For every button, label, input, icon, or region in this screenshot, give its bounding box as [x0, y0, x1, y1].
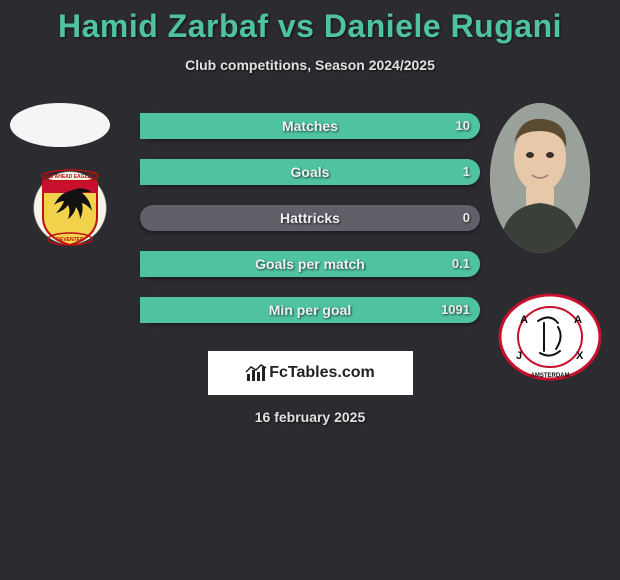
player2-club-crest: A A J X AMSTERDAM — [498, 293, 602, 381]
player1-photo-placeholder — [10, 103, 110, 147]
svg-text:J: J — [516, 350, 522, 362]
stat-right-value: 0.1 — [452, 251, 470, 277]
stat-right-value: 1091 — [441, 297, 470, 323]
brand-logo[interactable]: FcTables.com — [208, 351, 413, 395]
fctables-chart-icon — [245, 363, 267, 383]
stat-label: Goals per match — [140, 251, 480, 277]
player1-club-crest: GO AHEAD EAGLES DEVENTER — [25, 163, 115, 253]
stat-right-value: 1 — [463, 159, 470, 185]
stat-bar: Hattricks 0 — [140, 205, 480, 231]
stat-bars: Matches 10 Goals 1 Hattricks 0 Goals per… — [140, 103, 480, 323]
svg-text:A: A — [520, 314, 528, 326]
subtitle: Club competitions, Season 2024/2025 — [0, 57, 620, 73]
stat-label: Hattricks — [140, 205, 480, 231]
stat-right-value: 0 — [463, 205, 470, 231]
svg-text:AMSTERDAM: AMSTERDAM — [531, 373, 570, 379]
stat-bar: Goals per match 0.1 — [140, 251, 480, 277]
svg-text:X: X — [576, 350, 584, 362]
go-ahead-eagles-crest-icon: GO AHEAD EAGLES DEVENTER — [35, 169, 105, 247]
stat-label: Goals — [140, 159, 480, 185]
page-title: Hamid Zarbaf vs Daniele Rugani — [0, 0, 620, 45]
stat-bar: Min per goal 1091 — [140, 297, 480, 323]
footer-date: 16 february 2025 — [0, 409, 620, 425]
stat-bar: Goals 1 — [140, 159, 480, 185]
svg-text:A: A — [574, 314, 582, 326]
svg-text:DEVENTER: DEVENTER — [56, 237, 84, 243]
stat-bar: Matches 10 — [140, 113, 480, 139]
comparison-panel: GO AHEAD EAGLES DEVENTER A A J — [0, 103, 620, 323]
svg-text:GO AHEAD EAGLES: GO AHEAD EAGLES — [46, 174, 95, 180]
ajax-crest-icon: A A J X AMSTERDAM — [498, 293, 602, 381]
stat-label: Matches — [140, 113, 480, 139]
brand-text: FcTables.com — [269, 364, 375, 382]
stat-label: Min per goal — [140, 297, 480, 323]
stat-right-value: 10 — [456, 113, 470, 139]
player2-photo — [490, 103, 590, 253]
